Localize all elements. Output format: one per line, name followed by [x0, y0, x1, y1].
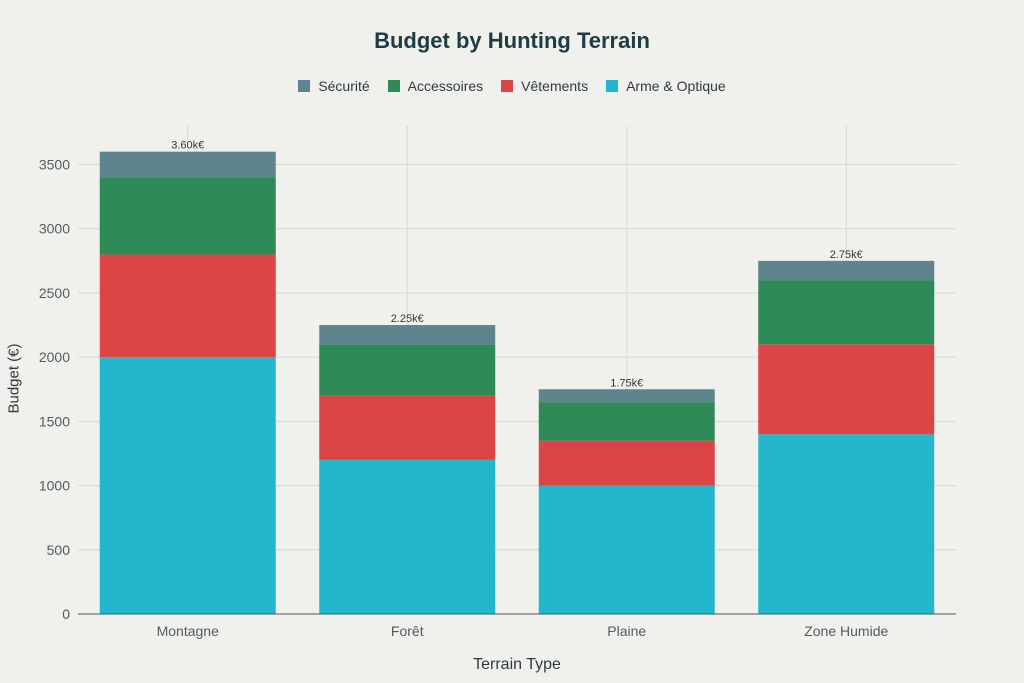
legend-swatch — [501, 80, 514, 92]
bar-arme-optique — [758, 434, 935, 614]
legend-swatch — [387, 80, 400, 92]
bar-arme-optique — [538, 485, 715, 614]
y-tick-label: 3000 — [39, 221, 70, 237]
x-tick-label: Montagne — [157, 623, 219, 639]
bar-s-curit — [538, 389, 715, 403]
bar-accessoires — [758, 280, 935, 345]
legend: Sécurité Accessoires Vêtements Arme & Optiq… — [0, 78, 1024, 94]
total-label: 2.25k€ — [391, 313, 424, 325]
x-axis-title: Terrain Type — [473, 656, 561, 673]
total-label: 2.75k€ — [830, 249, 863, 261]
bar-arme-optique — [319, 459, 496, 614]
y-tick-label: 1500 — [39, 413, 70, 429]
bar-accessoires — [538, 402, 715, 441]
legend-label: Vêtements — [521, 78, 589, 94]
legend-swatch — [298, 80, 311, 92]
bar-s-curit — [319, 325, 496, 345]
bar-s-curit — [758, 260, 935, 281]
legend-item: Arme & Optique — [606, 78, 726, 94]
bar-accessoires — [99, 177, 276, 255]
chart-title: Budget by Hunting Terrain — [374, 28, 650, 53]
y-tick-label: 0 — [62, 606, 70, 622]
y-tick-label: 2500 — [39, 285, 70, 301]
legend-item: Sécurité — [298, 78, 370, 94]
total-label: 1.75k€ — [610, 377, 643, 389]
total-label: 3.60k€ — [171, 140, 204, 152]
bar-s-curit — [99, 151, 276, 178]
bar-arme-optique — [99, 357, 276, 614]
bar-v-tements — [538, 440, 715, 486]
legend-item: Accessoires — [387, 78, 484, 94]
y-tick-label: 1000 — [39, 478, 70, 494]
legend-item: Vêtements — [501, 78, 588, 94]
bar-v-tements — [319, 395, 496, 460]
y-tick-label: 500 — [47, 542, 71, 558]
x-tick-label: Plaine — [607, 623, 646, 639]
bar-v-tements — [99, 254, 276, 358]
x-tick-label: Forêt — [391, 623, 424, 639]
y-axis-title: Budget (€) — [5, 343, 23, 414]
bar-accessoires — [319, 344, 496, 396]
y-tick-label: 2000 — [39, 349, 70, 365]
x-tick-label: Zone Humide — [804, 623, 888, 639]
legend-swatch — [606, 80, 619, 92]
bar-v-tements — [758, 344, 935, 435]
legend-label: Accessoires — [407, 78, 484, 94]
legend-label: Arme & Optique — [626, 78, 726, 94]
y-tick-label: 3500 — [39, 157, 70, 173]
legend-label: Sécurité — [318, 78, 370, 94]
